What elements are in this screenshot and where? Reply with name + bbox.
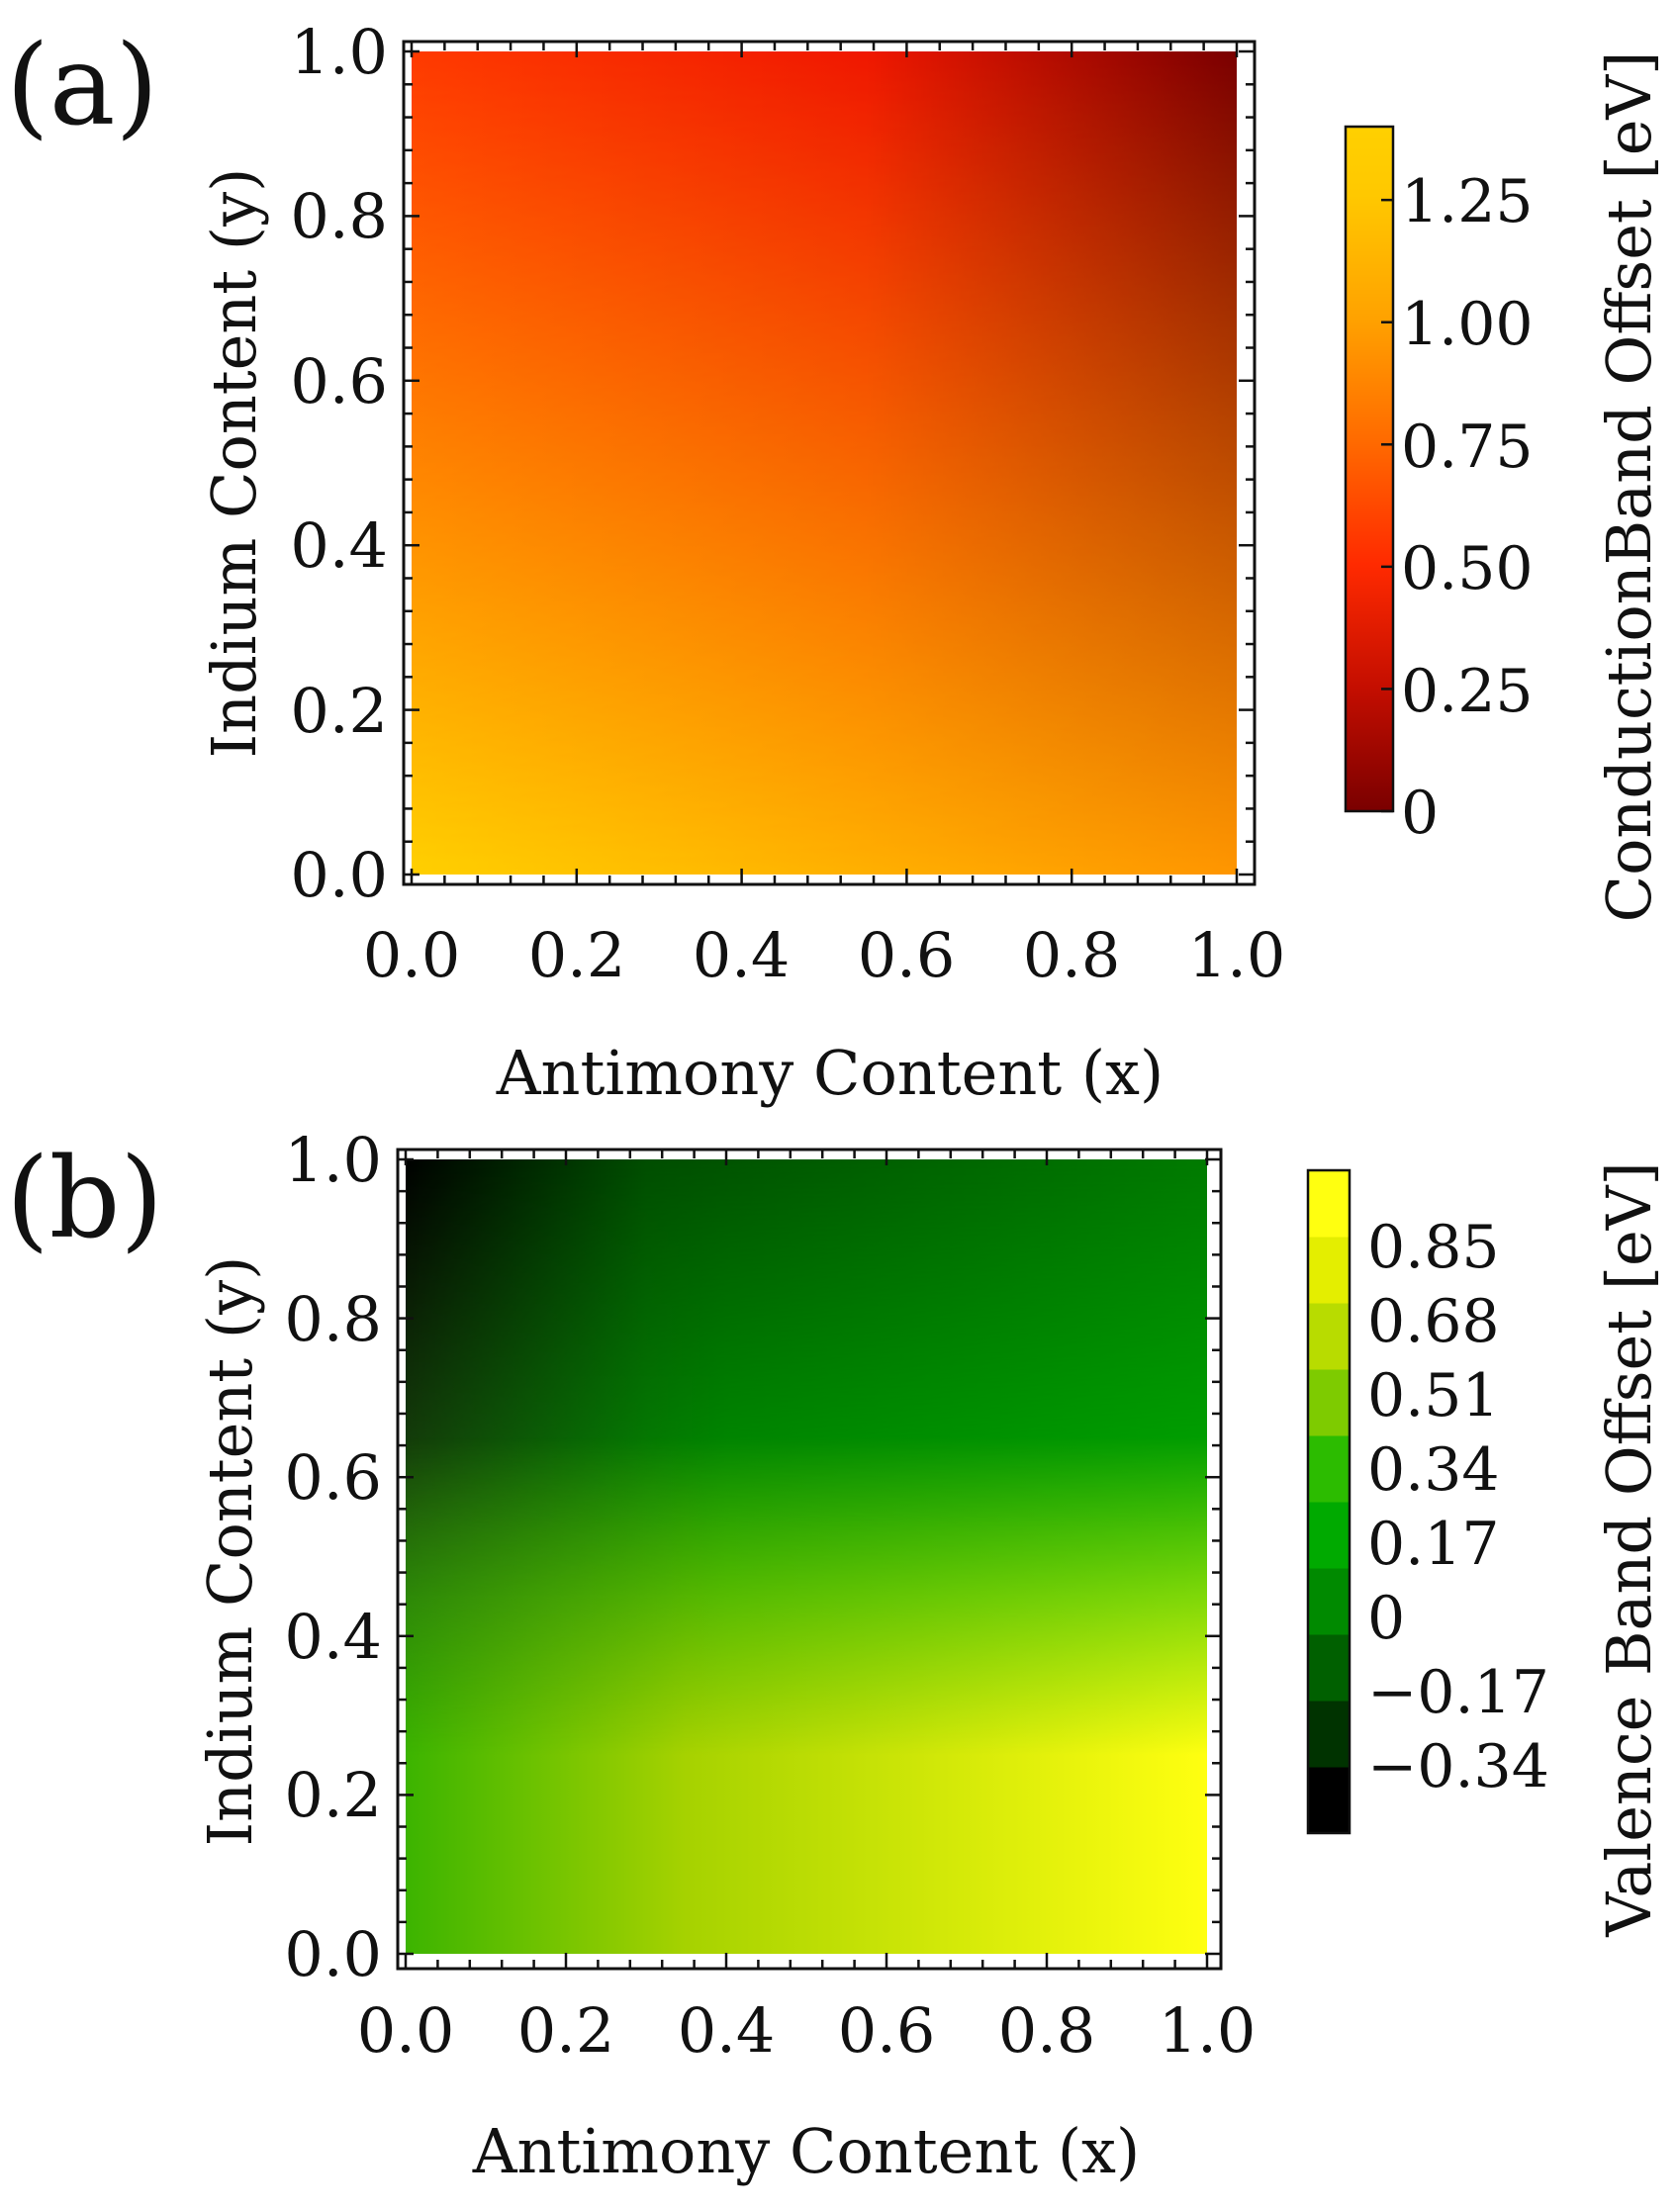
panel-b-x-tick-labels: 0.0 0.2 0.4 0.6 0.8 1.0 [357,1994,1257,2067]
panel-a-x-tick-labels: 0.0 0.2 0.4 0.6 0.8 1.0 [363,919,1286,991]
panel-a-heatmap-overlay [412,51,1237,875]
panel-b: (b) 0.0 0.2 0.4 0.6 0.8 1.0 0.0 0.2 0.4 … [6,1124,1665,2187]
panel-b-colorbar-band [1308,1502,1350,1569]
panel-b-x-tick-label: 0.6 [838,1994,936,2067]
panel-a-y-tick-label: 0.0 [290,839,388,911]
panel-b-x-tick-label: 0.4 [678,1994,776,2067]
panel-a-colorbar-ticks [1381,198,1393,813]
panel-b-colorbar-tick-label: 0 [1367,1584,1405,1653]
panel-a-colorbar-title: ConductionBand Offset [eV] [1593,51,1665,923]
panel-a-y-axis-title: Indium Content (y) [198,168,270,759]
panel-b-colorbar: −0.34 −0.17 0 0.17 0.34 0.51 0.68 0.85 V… [1306,1161,1665,1938]
panel-a-x-tick-label: 0.6 [858,919,956,991]
panel-a-colorbar: 0 0.25 0.50 0.75 1.00 1.25 ConductionBan… [1344,51,1665,923]
panel-a: (a) 0.0 0.2 0.4 0.6 0.8 1.0 0.0 0.2 0.4 … [6,16,1665,1109]
panel-a-x-tick-label: 0.2 [528,919,626,991]
panel-a-y-axis-ticks [404,49,1255,876]
panel-b-colorbar-band [1308,1701,1350,1768]
panel-a-heatmap [412,51,1237,875]
panel-b-colorbar-title: Valence Band Offset [eV] [1593,1161,1665,1937]
panel-b-colorbar-band [1308,1303,1350,1370]
panel-b-colorbar-band [1308,1568,1350,1635]
panel-b-y-tick-label: 0.6 [284,1441,382,1514]
panel-b-colorbar-band [1308,1369,1350,1436]
panel-b-colorbar-band [1308,1170,1350,1238]
panel-b-heatmap [406,1159,1207,1954]
panel-b-colorbar-tick-label: 0.85 [1367,1213,1500,1282]
panel-b-colorbar-band [1308,1767,1350,1834]
panel-a-y-tick-label: 0.2 [290,675,388,747]
panel-b-colorbar-band [1308,1237,1350,1304]
panel-a-x-tick-label: 1.0 [1188,919,1286,991]
panel-a-x-tick-label: 0.4 [693,919,791,991]
panel-a-y-tick-labels: 0.0 0.2 0.4 0.6 0.8 1.0 [290,16,388,911]
panel-b-colorbar-tick-label: −0.34 [1367,1732,1549,1801]
panel-b-y-axis-title: Indium Content (y) [194,1256,266,1847]
panel-b-y-tick-label: 1.0 [284,1124,382,1196]
panel-b-y-tick-label: 0.4 [284,1601,382,1673]
panel-b-label: (b) [6,1135,163,1263]
panel-a-colorbar-tick-label: 1.25 [1401,167,1534,236]
panel-b-colorbar-tick-label: −0.17 [1367,1658,1549,1727]
panel-b-colorbar-bands [1308,1170,1350,1834]
panel-a-colorbar-tick-label: 0.25 [1401,657,1534,726]
panel-a-y-tick-label: 0.8 [290,180,388,252]
panel-b-y-tick-label: 0.2 [284,1759,382,1831]
panel-b-x-tick-label: 0.0 [357,1994,455,2067]
panel-b-heatmap-bottom-overlay [406,1159,1207,1954]
panel-b-y-tick-label: 0.8 [284,1283,382,1355]
panel-a-y-tick-label: 0.4 [290,509,388,582]
panel-a-colorbar-tick-label: 0.50 [1401,534,1534,603]
panel-b-colorbar-tick-label: 0.68 [1367,1287,1500,1356]
panel-a-colorbar-tick-label: 0.75 [1401,413,1534,482]
panel-a-x-tick-label: 0.0 [363,919,461,991]
panel-b-colorbar-tick-label: 0.51 [1367,1361,1500,1430]
panel-b-y-tick-label: 0.0 [284,1918,382,1990]
panel-b-y-axis-ticks [398,1157,1221,1956]
panel-a-x-axis-ticks [410,42,1239,884]
panel-b-y-tick-labels: 0.0 0.2 0.4 0.6 0.8 1.0 [284,1124,382,1990]
panel-b-plot-frame [396,1148,1223,1971]
panel-a-colorbar-fill [1344,125,1395,813]
panel-b-x-tick-label: 0.2 [517,1994,615,2067]
panel-b-x-tick-label: 0.8 [998,1994,1096,2067]
panel-a-colorbar-tick-label: 0 [1401,779,1439,848]
panel-b-colorbar-band [1308,1435,1350,1503]
panel-a-y-tick-label: 0.6 [290,345,388,417]
panel-a-colorbar-tick-label: 1.00 [1401,290,1534,359]
panel-b-colorbar-band [1308,1634,1350,1702]
panel-a-plot-frame [402,40,1257,886]
panel-b-colorbar-frame [1306,1168,1352,1835]
panel-b-colorbar-tick-label: 0.17 [1367,1510,1500,1579]
panel-b-x-tick-label: 1.0 [1159,1994,1257,2067]
panel-a-label: (a) [6,22,158,150]
panel-b-x-axis-ticks [404,1150,1209,1969]
panel-a-x-tick-label: 0.8 [1023,919,1121,991]
panel-a-x-axis-title: Antimony Content (x) [496,1037,1164,1109]
panel-b-x-axis-title: Antimony Content (x) [472,2115,1140,2187]
panel-a-y-tick-label: 1.0 [290,16,388,88]
panel-b-colorbar-tick-label: 0.34 [1367,1435,1500,1505]
